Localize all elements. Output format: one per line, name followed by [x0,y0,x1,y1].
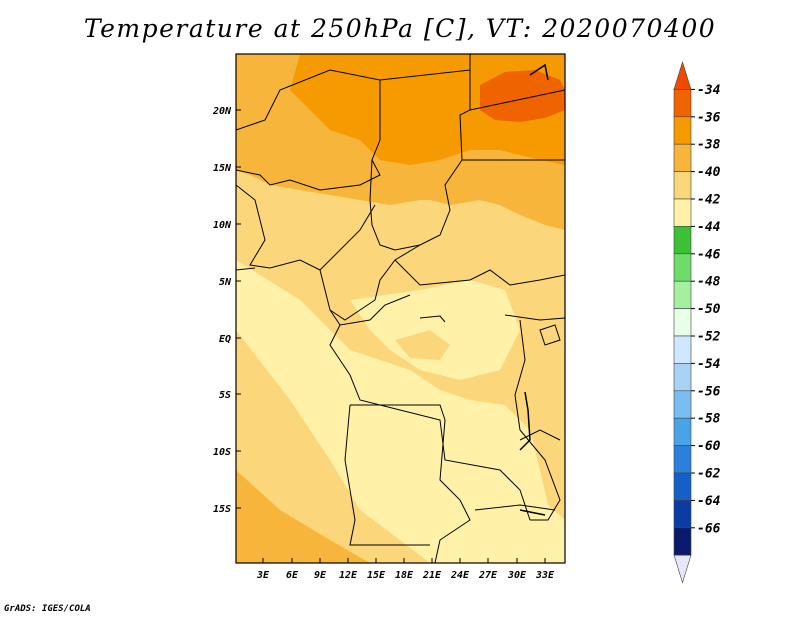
lon-labels: 3E 6E 9E 12E 15E 18E 21E 24E 27E 30E 33E [256,570,555,581]
colorbar-label: -62 [697,467,721,482]
colorbar-label: -66 [697,521,721,536]
lon-label: 33E [535,570,555,581]
colorbar: -34 -36 -38 -40 -42 -44 -46 -48 -50 -52 -54 -56 -58 -… [673,60,721,584]
colorbar-swatch [673,198,692,227]
colorbar-swatch [673,280,692,309]
lat-labels: 20N 15N 10N 5N EQ 5S 10S 15S [212,106,232,515]
colorbar-swatch [673,226,692,255]
nile-mark [529,63,549,81]
border-tanzania [519,429,561,441]
border-niger [236,69,381,191]
colorbar-label: -58 [697,412,721,427]
colorbar-swatch [673,171,692,200]
colorbar-swatch [673,89,692,118]
lon-label: 3E [256,570,270,581]
lat-label: 15N [213,163,232,174]
lat-label: 10S [213,447,231,458]
colorbar-swatch [673,116,692,145]
colorbar-top-arrow [673,60,692,90]
border-coast-west [236,267,256,271]
lon-label: 21E [422,570,442,581]
field-patch-mid [395,330,450,360]
colorbar-swatch [673,445,692,474]
colorbar-label: -36 [697,110,721,125]
colorbar-swatch [673,363,692,392]
colorbar-label: -52 [697,330,721,345]
colorbar-label: -42 [697,193,721,208]
colorbar-swatch [673,390,692,419]
colorbar-swatch [673,472,692,501]
colorbar-swatch [673,253,692,282]
border-car [394,259,565,286]
map-title: Temperature at 250hPa [C], VT: 202007040… [83,14,717,43]
border-east-lakes [514,319,561,521]
lon-label: 24E [450,570,470,581]
colorbar-label: -38 [697,138,721,153]
lat-label: 15S [213,504,231,515]
border-angola-west [344,404,430,546]
field-patch-basin [350,280,520,380]
colorbar-swatch [673,500,692,529]
colorbar-label: -34 [697,83,721,98]
border-drc [329,324,531,521]
border-nigeria [236,184,376,271]
border-angola [350,404,471,563]
field-patch-south [380,410,520,545]
colorbar-label: -64 [697,494,721,509]
colorbar-bottom-arrow [673,554,692,584]
colorbar-swatch [673,527,692,556]
lat-ticks [236,109,241,509]
colorbar-label: -44 [697,220,721,235]
colorbar-label: -56 [697,384,721,399]
map-frame [235,53,566,564]
colorbar-label: -40 [697,165,721,180]
border-libya-egypt [469,54,565,111]
colorbar-label: -46 [697,247,721,262]
border-congo-north [329,294,411,326]
field-band-southwest-warm [236,470,370,563]
border-chad [369,69,471,251]
lat-label: EQ [219,334,231,345]
lon-label: 9E [314,570,327,581]
colorbar-label: -50 [697,302,721,317]
field-patch-coast [236,270,350,360]
lake-kariba [519,509,546,516]
lon-label: 18E [395,570,414,581]
lat-label: 20N [212,106,232,117]
lon-label: 12E [339,570,358,581]
lon-label: 27E [478,570,498,581]
field-hot-core [480,70,565,122]
lon-ticks [262,558,546,563]
temperature-field [236,54,565,563]
lat-label: 5N [219,277,232,288]
lon-label: 15E [367,570,386,581]
country-borders [236,54,565,563]
lat-label: 10N [213,220,232,231]
lon-label: 6E [286,570,299,581]
lake-victoria [539,324,561,346]
colorbar-label: -54 [697,357,721,372]
colorbar-label: -48 [697,275,721,290]
lon-label: 30E [507,570,527,581]
border-uganda [504,314,565,321]
colorbar-swatch [673,335,692,364]
colorbar-swatch [673,308,692,337]
river-congo-mark [419,315,446,323]
colorbar-swatch [673,417,692,446]
colorbar-swatch [673,143,692,172]
lat-label: 5S [219,390,231,401]
lake-tanganyika [519,391,531,451]
border-zambia [474,504,556,511]
footer-credit: GrADS: IGES/COLA [4,604,91,614]
field-band-southwest [236,330,430,563]
colorbar-label: -60 [697,439,721,454]
